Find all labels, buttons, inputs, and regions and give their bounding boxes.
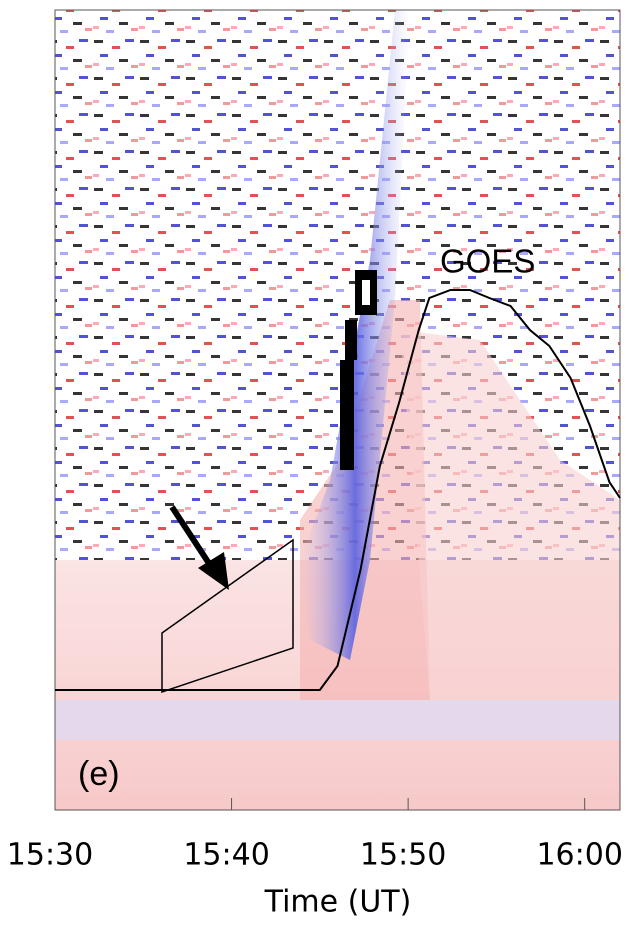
x-tick-label: 15:50 bbox=[360, 838, 446, 873]
x-tick-label: 15:40 bbox=[183, 838, 269, 873]
x-tick-label: 15:30 bbox=[7, 838, 93, 873]
goes-curve bbox=[55, 289, 621, 691]
plot-frame bbox=[54, 9, 621, 811]
arrow-shaft bbox=[169, 505, 215, 570]
spectrogram-background bbox=[55, 10, 620, 810]
arrow-head bbox=[198, 552, 229, 590]
x-axis-label: Time (UT) bbox=[264, 885, 412, 920]
panel-label: (e) bbox=[78, 755, 120, 793]
x-tick-label: 16:00 bbox=[536, 838, 622, 873]
annotation-label: GOES bbox=[440, 243, 535, 280]
annotation-box bbox=[161, 538, 294, 694]
